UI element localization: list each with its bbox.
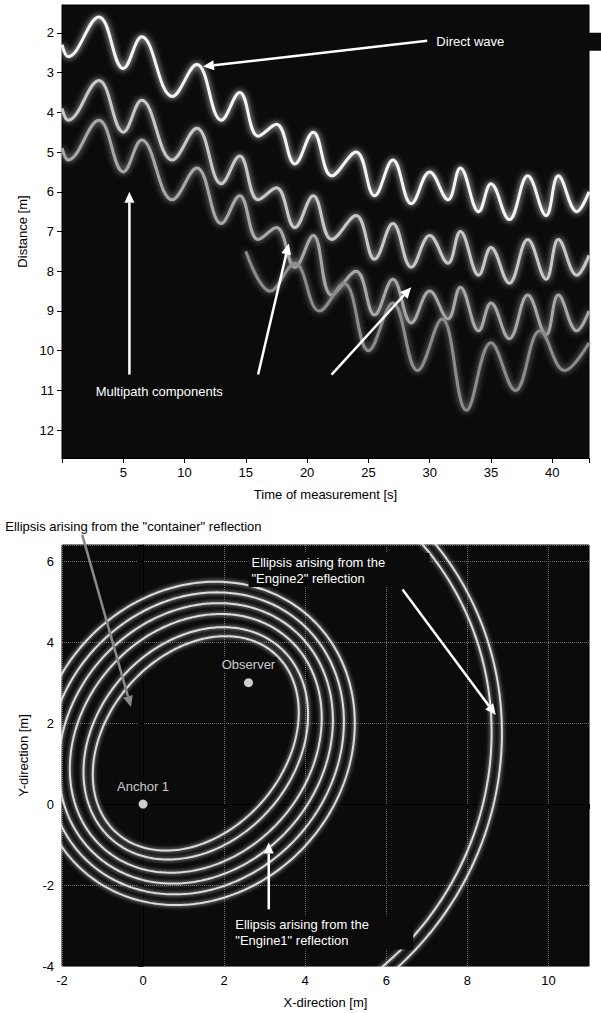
svg-text:0: 0 — [139, 973, 146, 988]
svg-text:Ellipsis arising from the "con: Ellipsis arising from the "container" re… — [5, 519, 261, 534]
svg-text:-4: -4 — [42, 959, 54, 974]
svg-text:X-direction [m]: X-direction [m] — [284, 995, 368, 1010]
svg-text:-2: -2 — [42, 878, 54, 893]
svg-text:2: 2 — [221, 973, 228, 988]
svg-text:9: 9 — [47, 303, 54, 318]
svg-text:Anchor 1: Anchor 1 — [117, 779, 169, 794]
svg-text:4: 4 — [47, 105, 54, 120]
svg-text:5: 5 — [120, 465, 127, 480]
svg-text:Distance [m]: Distance [m] — [15, 195, 30, 267]
svg-text:Time of measurement [s]: Time of measurement [s] — [254, 487, 397, 502]
svg-text:30: 30 — [422, 465, 436, 480]
svg-text:10: 10 — [177, 465, 191, 480]
svg-text:15: 15 — [239, 465, 253, 480]
svg-text:"Engine2" reflection: "Engine2" reflection — [251, 571, 364, 586]
svg-text:Ellipsis arising from the: Ellipsis arising from the — [251, 555, 388, 570]
svg-text:25: 25 — [361, 465, 375, 480]
svg-text:11: 11 — [41, 383, 55, 398]
svg-text:6: 6 — [47, 184, 54, 199]
svg-text:4: 4 — [47, 635, 54, 650]
svg-text:7: 7 — [47, 224, 54, 239]
svg-text:Ellipsis arising from the: Ellipsis arising from the — [235, 917, 372, 932]
svg-text:8: 8 — [464, 973, 471, 988]
svg-text:2: 2 — [47, 25, 54, 40]
svg-text:"Engine1" reflection: "Engine1" reflection — [235, 933, 348, 948]
svg-text:Y-direction [m]: Y-direction [m] — [16, 714, 31, 797]
svg-text:10: 10 — [40, 343, 54, 358]
svg-text:6: 6 — [47, 554, 54, 569]
svg-text:3: 3 — [47, 65, 54, 80]
svg-text:Observer: Observer — [222, 657, 276, 672]
svg-text:40: 40 — [545, 465, 559, 480]
svg-text:Direct wave: Direct wave — [436, 34, 504, 49]
svg-text:10: 10 — [541, 973, 555, 988]
svg-text:2: 2 — [47, 716, 54, 731]
svg-text:Multipath components: Multipath components — [96, 384, 224, 399]
svg-text:4: 4 — [302, 973, 309, 988]
svg-text:-2: -2 — [56, 973, 68, 988]
svg-text:35: 35 — [484, 465, 498, 480]
svg-text:20: 20 — [300, 465, 314, 480]
svg-text:5: 5 — [47, 145, 54, 160]
svg-text:8: 8 — [47, 264, 54, 279]
svg-text:0: 0 — [47, 797, 54, 812]
svg-text:12: 12 — [40, 423, 54, 438]
svg-text:6: 6 — [383, 973, 390, 988]
